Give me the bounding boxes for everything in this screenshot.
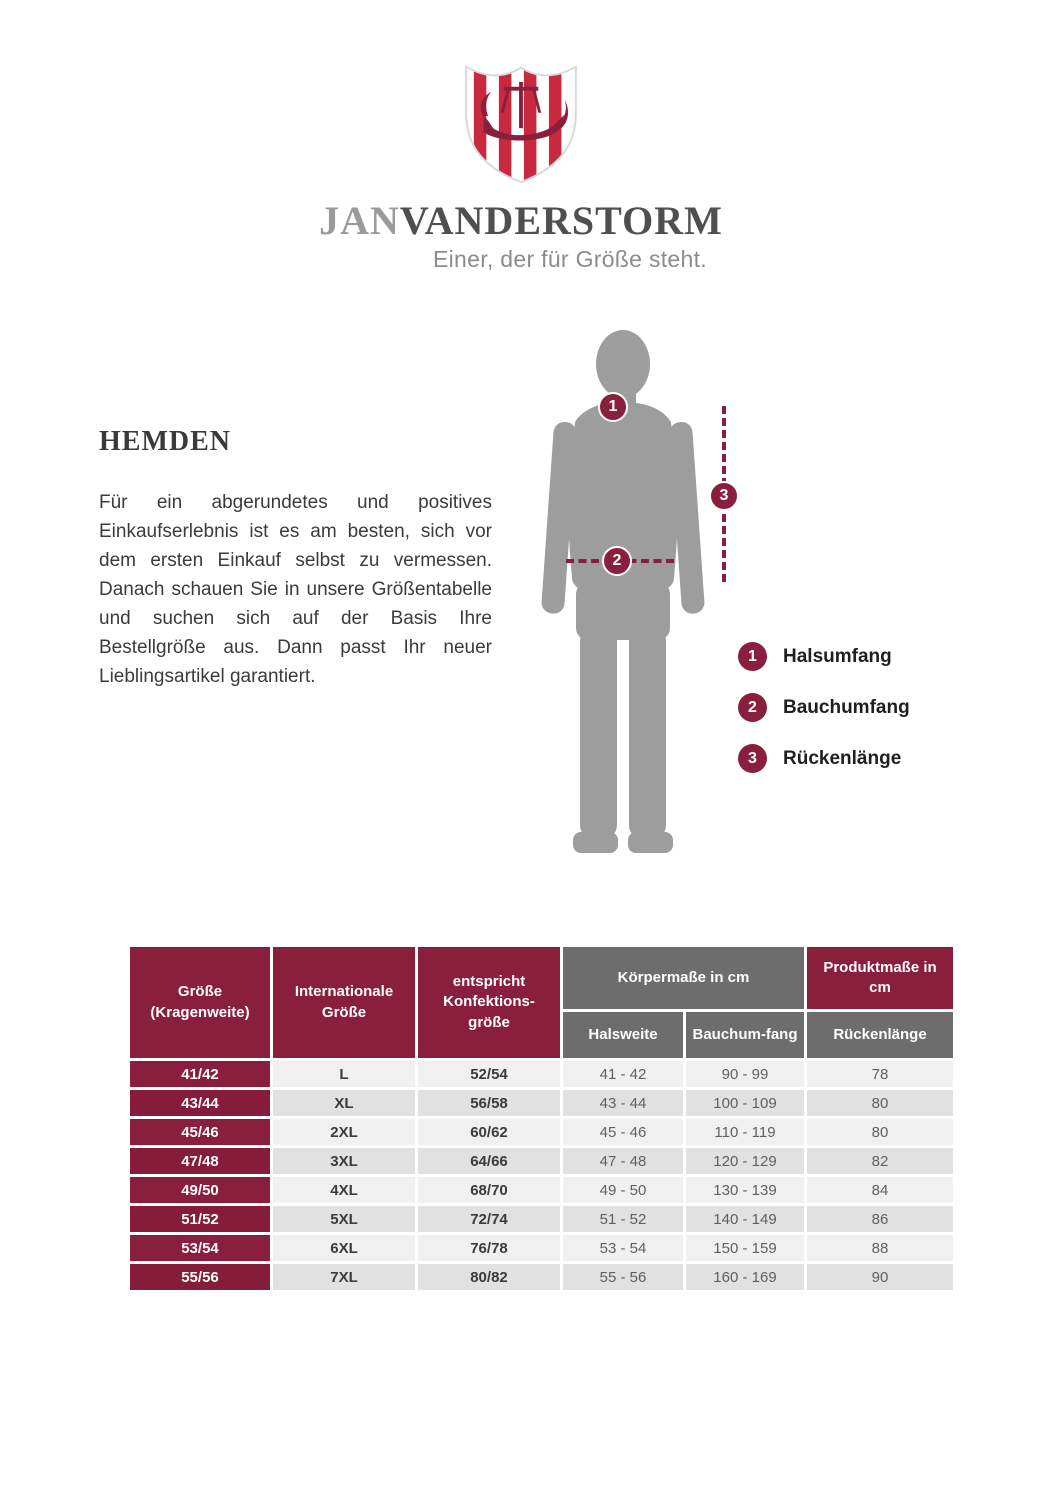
cell-back: 88 xyxy=(807,1235,953,1261)
measurement-legend: 1 Halsumfang 2 Bauchumfang 3 Rückenlänge xyxy=(738,642,910,795)
brand-name-primary: JAN xyxy=(319,198,400,243)
cell-waist: 110 - 119 xyxy=(686,1119,804,1145)
cell-konfektion: 72/74 xyxy=(418,1206,560,1232)
table-row: 43/44 XL 56/58 43 - 44 100 - 109 80 xyxy=(130,1090,953,1116)
cell-intl: 7XL xyxy=(273,1264,415,1290)
cell-waist: 90 - 99 xyxy=(686,1061,804,1087)
cell-back: 90 xyxy=(807,1264,953,1290)
marker-1-badge: 1 xyxy=(598,392,628,422)
cell-konfektion: 64/66 xyxy=(418,1148,560,1174)
legend-item-halsumfang: 1 Halsumfang xyxy=(738,642,910,671)
cell-konfektion: 80/82 xyxy=(418,1264,560,1290)
brand-name: JANVANDERSTORM xyxy=(0,200,1042,242)
brand-name-secondary: VANDERSTORM xyxy=(399,198,723,243)
header-group-koerpermasse: Körpermaße in cm xyxy=(563,947,804,1009)
cell-neck: 47 - 48 xyxy=(563,1148,683,1174)
size-table: Größe (Kragenweite) Internationale Größe… xyxy=(127,944,956,1293)
cell-size: 47/48 xyxy=(130,1148,270,1174)
cell-konfektion: 60/62 xyxy=(418,1119,560,1145)
header-rueckenlaenge: Rückenlänge xyxy=(807,1012,953,1058)
cell-intl: XL xyxy=(273,1090,415,1116)
table-row: 41/42 L 52/54 41 - 42 90 - 99 78 xyxy=(130,1061,953,1087)
size-table-body: 41/42 L 52/54 41 - 42 90 - 99 78 43/44 X… xyxy=(130,1061,953,1290)
cell-waist: 130 - 139 xyxy=(686,1177,804,1203)
cell-intl: 5XL xyxy=(273,1206,415,1232)
header-size: Größe (Kragenweite) xyxy=(130,947,270,1058)
cell-waist: 120 - 129 xyxy=(686,1148,804,1174)
body-silhouette xyxy=(541,330,705,853)
cell-neck: 51 - 52 xyxy=(563,1206,683,1232)
legend-label-2: Bauchumfang xyxy=(783,696,910,718)
table-row: 51/52 5XL 72/74 51 - 52 140 - 149 86 xyxy=(130,1206,953,1232)
cell-intl: 4XL xyxy=(273,1177,415,1203)
cell-size: 51/52 xyxy=(130,1206,270,1232)
cell-back: 80 xyxy=(807,1119,953,1145)
cell-neck: 43 - 44 xyxy=(563,1090,683,1116)
header-group-produktmasse: Produktmaße in cm xyxy=(807,947,953,1009)
cell-neck: 53 - 54 xyxy=(563,1235,683,1261)
cell-neck: 45 - 46 xyxy=(563,1119,683,1145)
cell-waist: 140 - 149 xyxy=(686,1206,804,1232)
table-row: 45/46 2XL 60/62 45 - 46 110 - 119 80 xyxy=(130,1119,953,1145)
table-row: 55/56 7XL 80/82 55 - 56 160 - 169 90 xyxy=(130,1264,953,1290)
size-table-header: Größe (Kragenweite) Internationale Größe… xyxy=(130,947,953,1058)
viking-ship-icon xyxy=(480,81,569,141)
legend-badge-2: 2 xyxy=(738,693,767,722)
cell-waist: 150 - 159 xyxy=(686,1235,804,1261)
cell-intl: 3XL xyxy=(273,1148,415,1174)
page-title: HEMDEN xyxy=(99,426,231,457)
cell-konfektion: 56/58 xyxy=(418,1090,560,1116)
cell-back: 84 xyxy=(807,1177,953,1203)
header-bauchumfang: Bauchum-fang xyxy=(686,1012,804,1058)
cell-size: 43/44 xyxy=(130,1090,270,1116)
cell-intl: 6XL xyxy=(273,1235,415,1261)
cell-size: 41/42 xyxy=(130,1061,270,1087)
legend-item-bauchumfang: 2 Bauchumfang xyxy=(738,693,910,722)
table-row: 53/54 6XL 76/78 53 - 54 150 - 159 88 xyxy=(130,1235,953,1261)
cell-konfektion: 68/70 xyxy=(418,1177,560,1203)
cell-neck: 49 - 50 xyxy=(563,1177,683,1203)
cell-konfektion: 76/78 xyxy=(418,1235,560,1261)
cell-konfektion: 52/54 xyxy=(418,1061,560,1087)
legend-badge-3: 3 xyxy=(738,744,767,773)
cell-waist: 100 - 109 xyxy=(686,1090,804,1116)
legend-label-1: Halsumfang xyxy=(783,645,892,667)
table-row: 47/48 3XL 64/66 47 - 48 120 - 129 82 xyxy=(130,1148,953,1174)
legend-badge-1: 1 xyxy=(738,642,767,671)
cell-back: 78 xyxy=(807,1061,953,1087)
cell-size: 55/56 xyxy=(130,1264,270,1290)
cell-neck: 41 - 42 xyxy=(563,1061,683,1087)
cell-back: 80 xyxy=(807,1090,953,1116)
cell-back: 82 xyxy=(807,1148,953,1174)
cell-waist: 160 - 169 xyxy=(686,1264,804,1290)
table-row: 49/50 4XL 68/70 49 - 50 130 - 139 84 xyxy=(130,1177,953,1203)
marker-3-badge: 3 xyxy=(709,481,739,511)
cell-neck: 55 - 56 xyxy=(563,1264,683,1290)
intro-section: HEMDEN Für ein abgerundetes und positive… xyxy=(99,426,492,691)
viking-shield-icon xyxy=(465,64,577,184)
header-halsweite: Halsweite xyxy=(563,1012,683,1058)
brand-tagline: Einer, der für Größe steht. xyxy=(433,246,707,272)
cell-size: 49/50 xyxy=(130,1177,270,1203)
intro-paragraph: Für ein abgerundetes und positives Einka… xyxy=(99,492,492,687)
header-international: Internationale Größe xyxy=(273,947,415,1058)
marker-2-badge: 2 xyxy=(602,546,632,576)
legend-label-3: Rückenlänge xyxy=(783,747,902,769)
cell-intl: 2XL xyxy=(273,1119,415,1145)
cell-size: 45/46 xyxy=(130,1119,270,1145)
cell-intl: L xyxy=(273,1061,415,1087)
legend-item-rueckenlaenge: 3 Rückenlänge xyxy=(738,744,910,773)
brand-logo xyxy=(458,55,584,190)
measurement-figure: 1 2 3 xyxy=(528,330,948,860)
cell-size: 53/54 xyxy=(130,1235,270,1261)
cell-back: 86 xyxy=(807,1206,953,1232)
header-konfektion: entspricht Konfektions-größe xyxy=(418,947,560,1058)
brand-header: JANVANDERSTORM Einer, der für Größe steh… xyxy=(0,55,1042,273)
